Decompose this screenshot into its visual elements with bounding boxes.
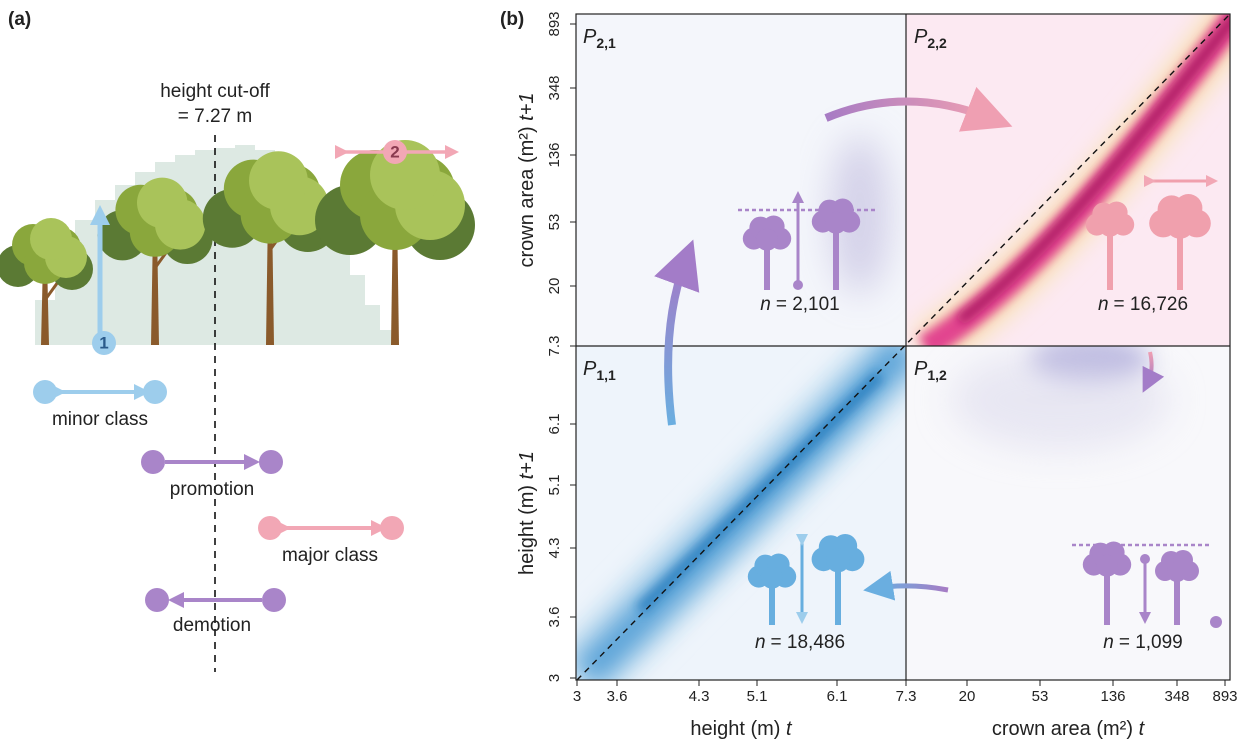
quadrant-symbol: P [914, 26, 928, 48]
icon-trunk [833, 226, 839, 290]
icon-crown [1096, 555, 1118, 577]
axis-title-text: height (m) [690, 718, 780, 740]
axis-title: crown area (m²) t [992, 718, 1146, 740]
x-tick-label: 53 [1032, 688, 1049, 705]
quadrant-index: 1,2 [927, 367, 947, 383]
dot [380, 516, 404, 540]
icon-trunk [835, 564, 841, 625]
y-tick-label: 4.3 [546, 538, 563, 559]
axis-title: crown area (m²) t+1 [516, 92, 538, 267]
icon-crown [1099, 215, 1121, 237]
y-tick-label: 7.3 [546, 336, 563, 357]
y-tick-label: 6.1 [546, 414, 563, 435]
tree-crown [30, 218, 72, 260]
y-tick-label: 3.6 [546, 607, 563, 628]
x-tick-label: 4.3 [689, 688, 710, 705]
icon-crown [756, 229, 778, 251]
axis-title-text: crown area (m²) [516, 126, 538, 267]
x-tick-label: 6.1 [827, 688, 848, 705]
icon-crown [1166, 211, 1194, 239]
axis-title-text: height (m) [516, 485, 538, 575]
y-tick-label: 5.1 [546, 475, 563, 496]
dot [145, 588, 169, 612]
count-text: = 1,099 [1119, 632, 1183, 653]
x-tick-label: 20 [959, 688, 976, 705]
transition-label: minor class [52, 409, 148, 430]
marker-label: 1 [99, 333, 108, 352]
count-var: n [755, 632, 766, 653]
dot [262, 588, 286, 612]
panel-label: (b) [500, 9, 524, 30]
icon-trunk [1107, 229, 1113, 290]
count-text: = 16,726 [1114, 294, 1189, 315]
y-tick-label: 20 [546, 278, 563, 295]
count-text: = 18,486 [771, 632, 846, 653]
quadrant-index: 2,2 [927, 35, 947, 51]
icon-trunk [1174, 575, 1180, 625]
axis-title-var: t+1 [516, 92, 538, 120]
axis-title-var: t+1 [516, 451, 538, 479]
y-tick-label: 3 [546, 674, 563, 682]
icon-trunk [1104, 569, 1110, 625]
quadrant-symbol: P [914, 358, 928, 380]
count-var: n [1098, 294, 1109, 315]
y-tick-label: 53 [546, 214, 563, 231]
icon-dot [793, 280, 803, 290]
dot [143, 380, 167, 404]
dot [258, 516, 282, 540]
quadrant-index: 1,1 [596, 367, 616, 383]
transition-label: demotion [173, 615, 251, 636]
axis-title-var: t [1139, 718, 1146, 740]
tree-crown [249, 151, 308, 210]
icon-dot [1210, 616, 1222, 628]
tree-crown [137, 178, 187, 228]
quadrant-symbol: P [583, 26, 597, 48]
x-tick-label: 893 [1212, 688, 1237, 705]
transition-label: promotion [170, 479, 255, 500]
icon-crown [826, 548, 850, 572]
count-text: = 2,101 [776, 294, 840, 315]
cutoff-value: = 7.27 m [178, 106, 252, 127]
y-tick-label: 348 [546, 75, 563, 100]
figure: (a) height cut-off = 7.27 m 1 2 minor cl… [0, 0, 1247, 744]
marker-label: 2 [390, 142, 399, 161]
y-tick-label: 893 [546, 11, 563, 36]
axis-title: height (m) t+1 [516, 451, 538, 575]
x-tick-label: 348 [1164, 688, 1189, 705]
panel-label: (a) [8, 9, 31, 30]
y-tick-label: 136 [546, 142, 563, 167]
x-tick-label: 3.6 [607, 688, 628, 705]
density [950, 350, 1170, 450]
dot [141, 450, 165, 474]
x-tick-label: 136 [1100, 688, 1125, 705]
icon-crown [761, 567, 783, 589]
transition-label: major class [282, 545, 378, 566]
axis-title-text: crown area (m²) [992, 718, 1133, 740]
icon-crown [825, 212, 847, 234]
quadrant-symbol: P [583, 358, 597, 380]
axis-title-var: t [786, 718, 793, 740]
icon-dot [1140, 554, 1150, 564]
cutoff-label: height cut-off [160, 81, 270, 102]
x-tick-label: 5.1 [747, 688, 768, 705]
count-var: n [1103, 632, 1114, 653]
dot [33, 380, 57, 404]
axis-title: height (m) t [690, 718, 793, 740]
count-var: n [760, 294, 771, 315]
icon-crown [1167, 562, 1187, 582]
x-tick-label: 3 [573, 688, 581, 705]
quadrant-index: 2,1 [596, 35, 616, 51]
x-tick-label: 7.3 [896, 688, 917, 705]
dot [259, 450, 283, 474]
